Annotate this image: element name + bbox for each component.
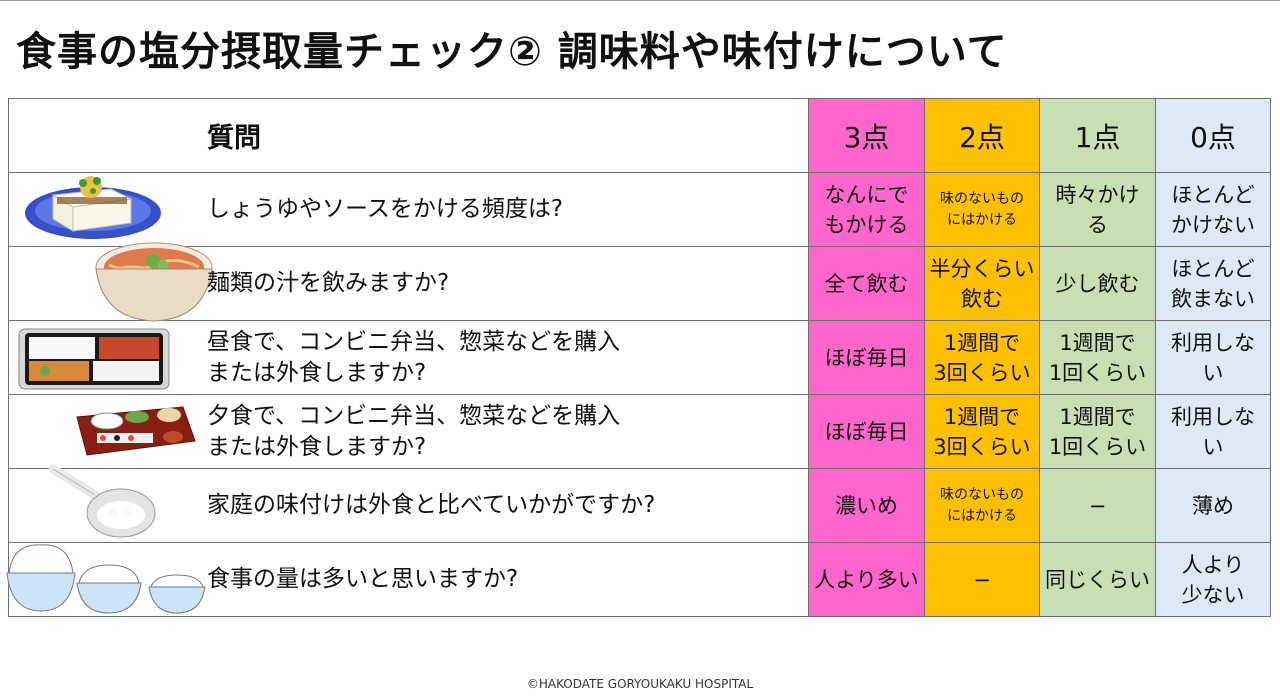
table-row: 食事の量は多いと思いますか? 人より多い − 同じくらい 人より 少ない: [6, 542, 1271, 617]
answer-0pt: 薄め: [1155, 468, 1271, 543]
answer-1pt: 1週間で 1回くらい: [1039, 320, 1156, 395]
score-3-header: 3点: [808, 98, 925, 173]
page-title: 食事の塩分摂取量チェック② 調味料や味付けについて: [16, 29, 1008, 75]
question-cell: 家庭の味付けは外食と比べていかがですか?: [8, 464, 809, 543]
answer-3pt: ほぼ毎日: [808, 394, 925, 469]
question-text: 昼食で、コンビニ弁当、惣菜などを購入 または外食しますか?: [207, 328, 621, 386]
question-cell: 昼食で、コンビニ弁当、惣菜などを購入 または外食しますか?: [8, 320, 809, 395]
answer-3pt: なんにで もかける: [808, 172, 925, 247]
answer-0pt: ほとんど かけない: [1155, 172, 1271, 247]
answer-3pt: ほぼ毎日: [808, 320, 925, 395]
copyright-footer: ©HAKODATE GORYOUKAKU HOSPITAL: [526, 677, 754, 691]
question-text: 麺類の汁を飲みますか?: [207, 270, 450, 296]
table-row: 昼食で、コンビニ弁当、惣菜などを購入 または外食しますか? ほぼ毎日 1週間で …: [8, 320, 1271, 395]
score-2-header: 2点: [924, 98, 1040, 173]
salt-spoon-icon: [48, 464, 156, 538]
table-row: しょうゆやソースをかける頻度は? なんにで もかける 味のないもの にはかける …: [8, 172, 1271, 247]
table-row: 夕食で、コンビニ弁当、惣菜などを購入 または外食しますか? ほぼ毎日 1週間で …: [8, 394, 1271, 469]
answer-0pt: 利用しな い: [1155, 320, 1271, 395]
question-header: 質問: [8, 98, 809, 173]
salt-check-table: 質問 3点 2点 1点 0点: [6, 98, 1271, 617]
question-cell: 夕食で、コンビニ弁当、惣菜などを購入 または外食しますか?: [8, 394, 809, 469]
rice-bowls-icon: [6, 544, 206, 614]
tofu-icon: [25, 176, 161, 239]
question-text: 家庭の味付けは外食と比べていかがですか?: [207, 492, 656, 518]
question-text: しょうゆやソースをかける頻度は?: [207, 196, 564, 222]
answer-1pt: 少し飲む: [1039, 246, 1156, 321]
answer-0pt: 人より 少ない: [1155, 542, 1271, 617]
answer-2pt: 半分くらい 飲む: [924, 246, 1040, 321]
header-row: 質問 3点 2点 1点 0点: [8, 98, 1271, 173]
question-cell: 食事の量は多いと思いますか?: [6, 542, 809, 617]
japanese-meal-icon: [76, 406, 196, 456]
question-text: 食事の量は多いと思いますか?: [207, 566, 519, 592]
top-rule: [0, 0, 1280, 1]
answer-1pt: −: [1039, 468, 1156, 543]
answer-3pt: 濃いめ: [808, 468, 925, 543]
answer-1pt: 1週間で 1回くらい: [1039, 394, 1156, 469]
answer-0pt: 利用しな い: [1155, 394, 1271, 469]
table-row: 麺類の汁を飲みますか? 全て飲む 半分くらい 飲む 少し飲む ほとんど 飲まない: [8, 242, 1271, 322]
answer-2pt: 味のないもの にはかける: [924, 172, 1040, 247]
score-1-header: 1点: [1039, 98, 1156, 173]
table-row: 家庭の味付けは外食と比べていかがですか? 濃いめ 味のないもの にはかける − …: [8, 464, 1271, 543]
question-text: 夕食で、コンビニ弁当、惣菜などを購入 または外食しますか?: [207, 402, 621, 460]
answer-3pt: 全て飲む: [808, 246, 925, 321]
answer-2pt: 1週間で 3回くらい: [924, 320, 1040, 395]
answer-3pt: 人より多い: [808, 542, 925, 617]
answer-2pt: −: [924, 542, 1040, 617]
answer-1pt: 時々かけ る: [1039, 172, 1156, 247]
score-0-header: 0点: [1155, 98, 1271, 173]
answer-1pt: 同じくらい: [1039, 542, 1156, 617]
question-cell: 麺類の汁を飲みますか?: [8, 242, 809, 322]
noodle-bowl-icon: [95, 242, 213, 322]
answer-0pt: ほとんど 飲まない: [1155, 246, 1271, 321]
question-cell: しょうゆやソースをかける頻度は?: [8, 172, 809, 247]
answer-2pt: 味のないもの にはかける: [924, 468, 1040, 543]
bento-box-icon: [18, 328, 170, 390]
answer-2pt: 1週間で 3回くらい: [924, 394, 1040, 469]
